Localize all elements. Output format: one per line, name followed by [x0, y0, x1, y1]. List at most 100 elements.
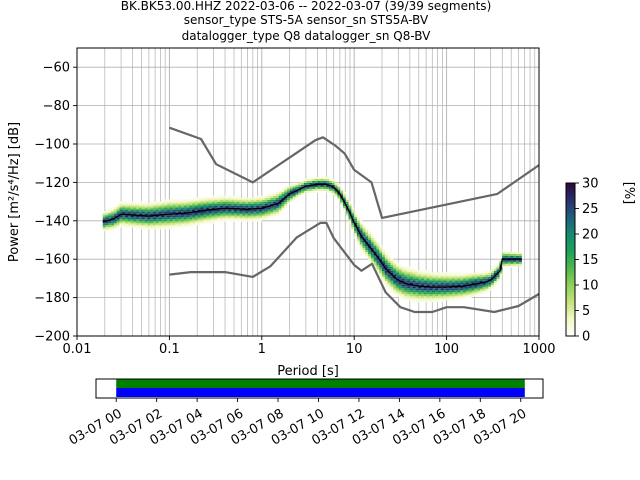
histogram-cell: [432, 292, 436, 295]
histogram-cell: [415, 278, 419, 281]
histogram-cell: [211, 217, 215, 220]
histogram-cell: [192, 223, 196, 226]
histogram-cell: [275, 203, 279, 206]
histogram-cell: [116, 205, 120, 208]
histogram-cell: [365, 244, 369, 247]
histogram-cell: [401, 294, 405, 297]
histogram-cell: [147, 227, 151, 230]
histogram-cell: [499, 261, 503, 264]
ppsd-histogram: [102, 176, 522, 303]
histogram-cell: [281, 208, 285, 211]
histogram-cell: [488, 272, 492, 275]
histogram-cell: [443, 282, 447, 285]
histogram-cell: [393, 264, 397, 267]
histogram-cell: [267, 203, 271, 206]
histogram-cell: [421, 286, 425, 289]
histogram-cell: [463, 296, 467, 299]
histogram-cell: [482, 276, 486, 279]
histogram-cell: [331, 184, 335, 187]
histogram-cell: [468, 272, 472, 275]
histogram-cell: [376, 247, 380, 250]
histogram-cell: [234, 213, 238, 216]
histogram-cell: [113, 211, 117, 214]
histogram-cell: [376, 253, 380, 256]
histogram-cell: [432, 296, 436, 299]
histogram-cell: [396, 294, 400, 297]
histogram-cell: [440, 300, 444, 303]
histogram-cell: [320, 178, 324, 181]
histogram-cell: [426, 284, 430, 287]
histogram-cell: [477, 288, 481, 291]
histogram-cell: [164, 217, 168, 220]
histogram-cell: [306, 178, 310, 181]
histogram-cell: [284, 190, 288, 193]
histogram-cell: [214, 205, 218, 208]
histogram-cell: [396, 272, 400, 275]
histogram-cell: [253, 211, 257, 214]
histogram-cell: [443, 284, 447, 287]
histogram-cell: [502, 263, 506, 266]
histogram-cell: [387, 272, 391, 275]
histogram-cell: [348, 207, 352, 210]
histogram-cell: [192, 213, 196, 216]
histogram-cell: [197, 205, 201, 208]
histogram-cell: [301, 184, 305, 187]
histogram-cell: [228, 209, 232, 212]
histogram-cell: [356, 240, 360, 243]
histogram-cell: [507, 251, 511, 254]
histogram-cell: [130, 201, 134, 204]
histogram-cell: [429, 284, 433, 287]
histogram-cell: [172, 201, 176, 204]
histogram-cell: [384, 278, 388, 281]
histogram-cell: [222, 213, 226, 216]
histogram-cell: [200, 221, 204, 224]
histogram-cell: [133, 223, 137, 226]
histogram-cell: [264, 207, 268, 210]
histogram-cell: [362, 248, 366, 251]
histogram-cell: [253, 199, 257, 202]
histogram-cell: [281, 204, 285, 207]
histogram-cell: [328, 188, 332, 191]
histogram-cell: [247, 201, 251, 204]
histogram-cell: [275, 211, 279, 214]
histogram-cell: [139, 211, 143, 214]
x-tick-label: 0.1: [159, 342, 180, 357]
histogram-cell: [278, 189, 282, 192]
histogram-cell: [496, 279, 500, 282]
histogram-cell: [180, 205, 184, 208]
histogram-cell: [289, 196, 293, 199]
histogram-cell: [451, 280, 455, 283]
histogram-cell: [139, 227, 143, 230]
histogram-cell: [261, 213, 265, 216]
histogram-cell: [267, 195, 271, 198]
histogram-cell: [102, 219, 106, 222]
histogram-cell: [158, 211, 162, 214]
histogram-cell: [354, 212, 358, 215]
histogram-cell: [485, 272, 489, 275]
histogram-cell: [471, 276, 475, 279]
histogram-cell: [267, 201, 271, 204]
histogram-cell: [365, 232, 369, 235]
histogram-cell: [384, 280, 388, 283]
histogram-cell: [292, 184, 296, 187]
histogram-cell: [454, 282, 458, 285]
histogram-cell: [359, 230, 363, 233]
histogram-cell: [292, 198, 296, 201]
histogram-cell: [513, 261, 517, 264]
histogram-cell: [206, 201, 210, 204]
histogram-cell: [362, 234, 366, 237]
histogram-cell: [158, 209, 162, 212]
histogram-cell: [373, 247, 377, 250]
histogram-cell: [270, 211, 274, 214]
y-axis-label: Power [m²/s⁴/Hz] [dB]: [7, 122, 22, 262]
histogram-cell: [348, 217, 352, 220]
histogram-cell: [412, 290, 416, 293]
histogram-cell: [295, 196, 299, 199]
histogram-cell: [482, 286, 486, 289]
histogram-cell: [217, 203, 221, 206]
histogram-cell: [309, 188, 313, 191]
histogram-cell: [231, 217, 235, 220]
histogram-cell: [356, 222, 360, 225]
histogram-cell: [340, 188, 344, 191]
histogram-cell: [301, 192, 305, 195]
